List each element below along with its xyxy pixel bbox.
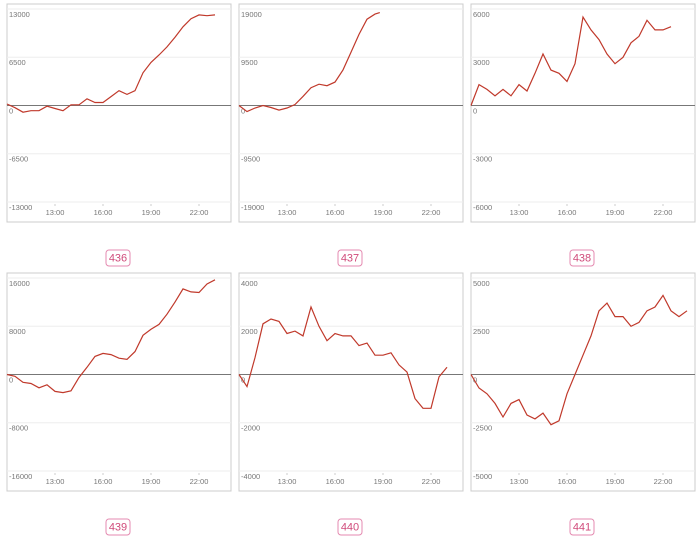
y-tick-label: -16000: [9, 472, 32, 481]
x-tick-label: 13:00: [510, 208, 529, 217]
x-tick-label: 13:00: [46, 477, 65, 486]
label-box: [569, 249, 595, 267]
chart-label: 439: [109, 521, 127, 533]
x-tick-label: 19:00: [374, 208, 393, 217]
y-tick-label: 0: [9, 106, 13, 115]
y-tick-label: -4000: [241, 472, 260, 481]
x-tick-label: 16:00: [94, 208, 113, 217]
x-tick-label: 22:00: [654, 477, 673, 486]
x-tick-label: 19:00: [606, 208, 625, 217]
panel-frame: [238, 272, 464, 492]
data-line: [470, 294, 688, 426]
y-tick-label: -3000: [473, 155, 492, 164]
y-tick-label: -9500: [241, 155, 260, 164]
x-tick-label: 16:00: [94, 477, 113, 486]
chart-label: 436: [109, 252, 127, 264]
x-tick-label: 16:00: [558, 208, 577, 217]
x-tick-label: 22:00: [190, 208, 209, 217]
y-tick-label: 2500: [473, 327, 490, 336]
y-tick-label: -2000: [241, 424, 260, 433]
panel-frame: [6, 272, 232, 492]
y-tick-label: 6500: [9, 58, 26, 67]
y-tick-label: -8000: [9, 424, 28, 433]
x-tick-label: 22:00: [190, 477, 209, 486]
y-tick-label: 13000: [9, 10, 30, 19]
y-tick-label: 8000: [9, 327, 26, 336]
y-tick-label: -13000: [9, 203, 32, 212]
y-tick-label: -19000: [241, 203, 264, 212]
panel-frame: [470, 272, 696, 492]
panel-frame: [470, 3, 696, 223]
y-tick-label: -6000: [473, 203, 492, 212]
x-tick-label: 13:00: [46, 208, 65, 217]
x-tick-label: 19:00: [142, 477, 161, 486]
data-line: [6, 14, 216, 113]
x-tick-label: 22:00: [654, 208, 673, 217]
panel-frame: [6, 3, 232, 223]
y-tick-label: 0: [241, 106, 245, 115]
data-line: [6, 279, 216, 394]
y-tick-label: 4000: [241, 279, 258, 288]
x-tick-label: 13:00: [510, 477, 529, 486]
chart-label: 438: [573, 252, 591, 264]
chart-label: 437: [341, 252, 359, 264]
x-tick-label: 19:00: [142, 208, 161, 217]
x-tick-label: 16:00: [326, 477, 345, 486]
x-tick-label: 16:00: [326, 208, 345, 217]
label-box: [105, 249, 131, 267]
y-tick-label: 0: [473, 375, 477, 384]
y-tick-label: 5000: [473, 279, 490, 288]
x-tick-label: 19:00: [606, 477, 625, 486]
label-box: [105, 518, 131, 536]
y-tick-label: 2000: [241, 327, 258, 336]
data-line: [238, 12, 380, 113]
chart-label: 440: [341, 521, 359, 533]
x-tick-label: 13:00: [278, 208, 297, 217]
y-tick-label: 0: [9, 375, 13, 384]
x-tick-label: 16:00: [558, 477, 577, 486]
chart-label: 441: [573, 521, 591, 533]
label-box: [337, 518, 363, 536]
y-tick-label: -2500: [473, 424, 492, 433]
y-tick-label: 0: [473, 106, 477, 115]
y-tick-label: 16000: [9, 279, 30, 288]
y-tick-label: 19000: [241, 10, 262, 19]
label-box: [569, 518, 595, 536]
x-tick-label: 22:00: [422, 477, 441, 486]
y-tick-label: 6000: [473, 10, 490, 19]
data-line: [470, 15, 672, 106]
label-box: [337, 249, 363, 267]
x-tick-label: 19:00: [374, 477, 393, 486]
y-tick-label: -6500: [9, 155, 28, 164]
panel-frame: [238, 3, 464, 223]
x-tick-label: 22:00: [422, 208, 441, 217]
data-line: [238, 305, 448, 409]
y-tick-label: 9500: [241, 58, 258, 67]
y-tick-label: -5000: [473, 472, 492, 481]
x-tick-label: 13:00: [278, 477, 297, 486]
y-tick-label: 3000: [473, 58, 490, 67]
